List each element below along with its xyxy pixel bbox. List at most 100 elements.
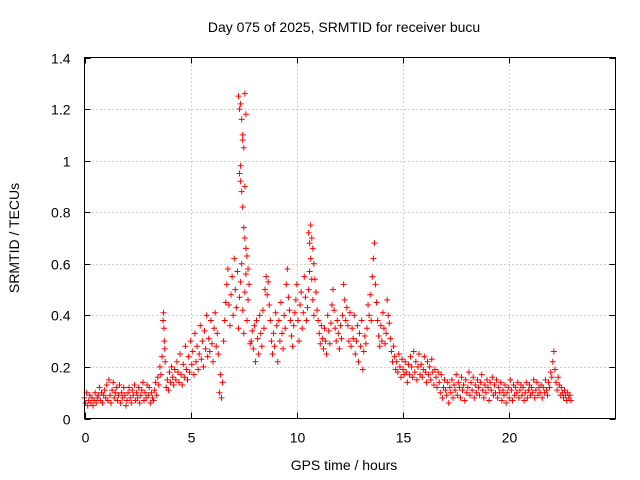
data-point <box>111 394 118 401</box>
data-point <box>138 387 145 394</box>
y-tick-label: 1.4 <box>51 51 71 67</box>
data-point <box>528 384 535 391</box>
data-point <box>288 332 295 339</box>
data-point <box>404 379 411 386</box>
data-point <box>250 345 257 352</box>
data-point <box>520 384 527 391</box>
data-point <box>129 387 136 394</box>
data-point <box>211 325 218 332</box>
data-point <box>323 351 330 358</box>
data-point <box>491 381 498 388</box>
data-point <box>253 317 260 324</box>
data-point <box>292 296 299 303</box>
data-point <box>366 312 373 319</box>
data-point <box>162 358 169 365</box>
data-point <box>126 384 133 391</box>
data-point <box>314 307 321 314</box>
data-point <box>325 327 332 334</box>
data-point <box>328 302 335 309</box>
data-point <box>139 379 146 386</box>
data-point <box>403 369 410 376</box>
data-point <box>478 371 485 378</box>
data-point <box>418 361 425 368</box>
data-point <box>241 90 248 97</box>
data-point <box>494 394 501 401</box>
data-point <box>230 312 237 319</box>
data-point <box>169 374 176 381</box>
data-point <box>400 366 407 373</box>
data-point <box>360 348 367 355</box>
data-point <box>452 387 459 394</box>
data-point <box>222 299 229 306</box>
data-point <box>93 400 100 407</box>
data-point <box>447 389 454 396</box>
data-point <box>208 340 215 347</box>
data-point <box>221 317 228 324</box>
data-point <box>239 204 246 211</box>
data-point <box>383 330 390 337</box>
data-point <box>242 245 249 252</box>
data-point <box>177 351 184 358</box>
data-point <box>302 294 309 301</box>
data-point <box>422 369 429 376</box>
data-point <box>362 340 369 347</box>
data-point <box>516 387 523 394</box>
data-point <box>525 387 532 394</box>
data-point <box>243 317 250 324</box>
data-point <box>240 144 247 151</box>
data-point <box>260 325 267 332</box>
data-point <box>170 381 177 388</box>
data-point <box>180 361 187 368</box>
data-point <box>136 400 143 407</box>
data-point <box>342 317 349 324</box>
data-point <box>427 376 434 383</box>
data-point <box>237 278 244 285</box>
data-point <box>337 322 344 329</box>
data-point <box>239 131 246 138</box>
data-point <box>123 397 130 404</box>
data-point <box>245 296 252 303</box>
data-point <box>482 389 489 396</box>
data-point <box>313 289 320 296</box>
data-point <box>202 345 209 352</box>
data-point <box>161 338 168 345</box>
data-point <box>179 381 186 388</box>
data-point <box>122 402 129 409</box>
data-point <box>343 304 350 311</box>
data-point <box>377 322 384 329</box>
data-point <box>451 381 458 388</box>
x-tick-label: 10 <box>290 430 306 446</box>
data-point <box>232 286 239 293</box>
y-tick-labels: 0 0.2 0.4 0.6 0.8 1 1.2 1.4 <box>51 51 71 428</box>
data-point <box>529 389 536 396</box>
data-point <box>486 397 493 404</box>
data-point <box>542 376 549 383</box>
data-point <box>146 384 153 391</box>
data-point <box>456 384 463 391</box>
data-point <box>96 384 103 391</box>
data-point <box>463 389 470 396</box>
data-point <box>367 291 374 298</box>
data-point <box>396 363 403 370</box>
data-point <box>267 317 274 324</box>
data-point <box>393 358 400 365</box>
data-point <box>500 392 507 399</box>
data-point <box>531 394 538 401</box>
data-point <box>385 312 392 319</box>
data-point <box>121 392 128 399</box>
y-tick-label: 0.6 <box>51 257 71 273</box>
data-point <box>411 369 418 376</box>
data-point <box>448 376 455 383</box>
data-point <box>507 376 514 383</box>
data-point <box>318 322 325 329</box>
x-tick-label: 0 <box>82 430 90 446</box>
data-point <box>348 343 355 350</box>
data-point <box>215 351 222 358</box>
plot-frame <box>84 57 616 419</box>
data-point <box>502 381 509 388</box>
data-point <box>539 394 546 401</box>
data-point <box>413 376 420 383</box>
data-point <box>455 379 462 386</box>
data-point <box>406 371 413 378</box>
data-point <box>333 338 340 345</box>
